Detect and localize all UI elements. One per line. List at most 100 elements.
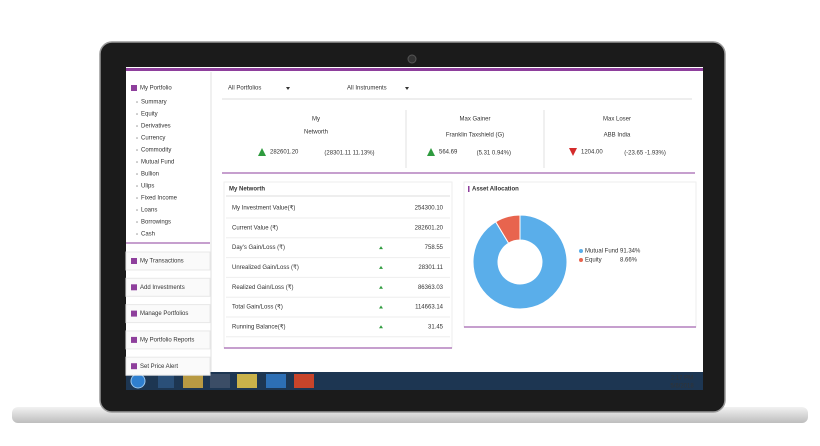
panel-title: Asset Allocation [472,187,519,193]
sidebar-item[interactable]: Equity [141,112,158,118]
bullet [136,101,138,103]
section-box [125,304,211,324]
sidebar-item[interactable]: Fixed Income [141,196,178,202]
section-icon [131,258,137,264]
card-title: Networth [304,130,328,136]
clock-time: 2:17 PM [671,376,693,382]
arrow-down [569,148,577,156]
row-label: Running Balance(₹) [232,323,286,330]
sidebar-item[interactable]: Summary [141,100,167,106]
sidebar-item[interactable]: Bullion [141,172,159,178]
row-label: Unrealized Gain/Loss (₹) [232,264,299,271]
legend-swatch [579,249,583,253]
taskbar-icon[interactable] [210,374,230,388]
arrow-up [379,305,383,309]
networth-panel [223,181,453,349]
donut-slice [494,214,521,244]
section-icon [131,310,137,317]
row-value: 282601.20 [415,225,444,231]
bullet [136,161,138,163]
top-accent [126,68,703,71]
card-title: My [312,117,320,123]
arrow-up [427,148,435,156]
section-box [125,356,211,376]
sidebar-item[interactable]: Derivatives [141,124,171,130]
bullet [136,173,138,175]
dropdown-caret [405,87,409,90]
bullet [136,209,138,211]
arrow-up [379,285,383,289]
card-title: Max Loser [603,117,631,123]
card-value: 564.69 [439,150,458,156]
start-button[interactable] [130,373,146,389]
filter-dropdown[interactable]: All Portfolios [228,86,261,92]
row-label: Total Gain/Loss (₹) [232,304,283,311]
sidebar-item[interactable]: Commodity [141,148,171,154]
arrow-up [379,246,383,250]
bullet [136,113,138,115]
arrow-up [379,265,383,269]
arrow-up [379,325,383,329]
bullet [136,125,138,127]
arrow-up [258,148,266,156]
dropdown-caret [286,87,290,90]
sidebar-section[interactable]: My Portfolio Reports [140,337,194,343]
card-value: 1204.00 [581,150,603,156]
section-icon [131,284,137,291]
card-change: (5.31 0.94%) [477,151,511,157]
taskbar-icon[interactable] [158,374,174,388]
section-icon [131,336,137,343]
card-value: 282601.20 [270,150,299,156]
sidebar-item[interactable]: Mutual Fund [141,160,174,166]
row-value: 31.45 [428,324,444,330]
taskbar-icon[interactable] [183,374,203,388]
sidebar-item[interactable]: Loans [141,208,157,214]
row-label: Realized Gain/Loss (₹) [232,284,294,291]
filter-dropdown[interactable]: All Instruments [347,86,387,92]
legend-value: 91.34% [620,249,641,255]
bullet [136,233,138,235]
section-icon [131,363,137,370]
section-box [125,251,211,271]
section-box [125,330,211,350]
bullet [136,149,138,151]
sidebar-section[interactable]: Add Investments [140,285,185,291]
legend-swatch [579,258,583,262]
donut-slice [472,214,568,310]
card-subtitle: Franklin Taxshield (G) [446,133,504,139]
sidebar-item[interactable]: Cash [141,232,155,238]
taskbar-icon[interactable] [266,374,286,388]
row-value: 86363.03 [418,285,444,291]
bullet [136,221,138,223]
legend-value: 8.66% [620,258,638,264]
bullet [136,137,138,139]
clock-date: 5/8/2018 [670,384,694,390]
sidebar-item[interactable]: Ulips [141,184,154,190]
section-icon [131,85,137,91]
taskbar-icon[interactable] [294,374,314,388]
row-value: 28301.11 [418,265,443,271]
camera [407,54,417,64]
sidebar-section[interactable]: My Transactions [140,259,184,265]
title-marker [468,186,470,192]
panel-title: My Networth [229,187,265,193]
card-change: (-23.65 -1.93%) [624,151,666,157]
row-label: Day's Gain/Loss (₹) [232,244,285,251]
taskbar-icon[interactable] [237,374,257,388]
sidebar-item[interactable]: Borrowings [141,220,171,226]
sidebar-title: My Portfolio [140,86,172,92]
card-change: (28301.11 11.13%) [324,151,374,157]
row-label: Current Value (₹) [232,224,278,231]
row-label: My Investment Value(₹) [232,205,295,212]
section-box [125,277,211,297]
row-value: 254300.10 [415,206,444,212]
sidebar-item[interactable]: Currency [141,136,165,142]
legend-label: Equity [585,258,602,264]
card-subtitle: ABB India [604,133,631,139]
sidebar-section[interactable]: Set Price Alert [140,364,178,370]
sidebar-section[interactable]: Manage Portfolios [140,311,188,317]
row-value: 114663.14 [415,305,444,311]
legend-label: Mutual Fund [585,249,618,255]
bullet [136,185,138,187]
